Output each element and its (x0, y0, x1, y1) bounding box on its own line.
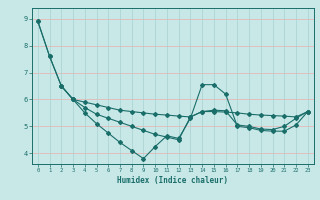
X-axis label: Humidex (Indice chaleur): Humidex (Indice chaleur) (117, 176, 228, 185)
